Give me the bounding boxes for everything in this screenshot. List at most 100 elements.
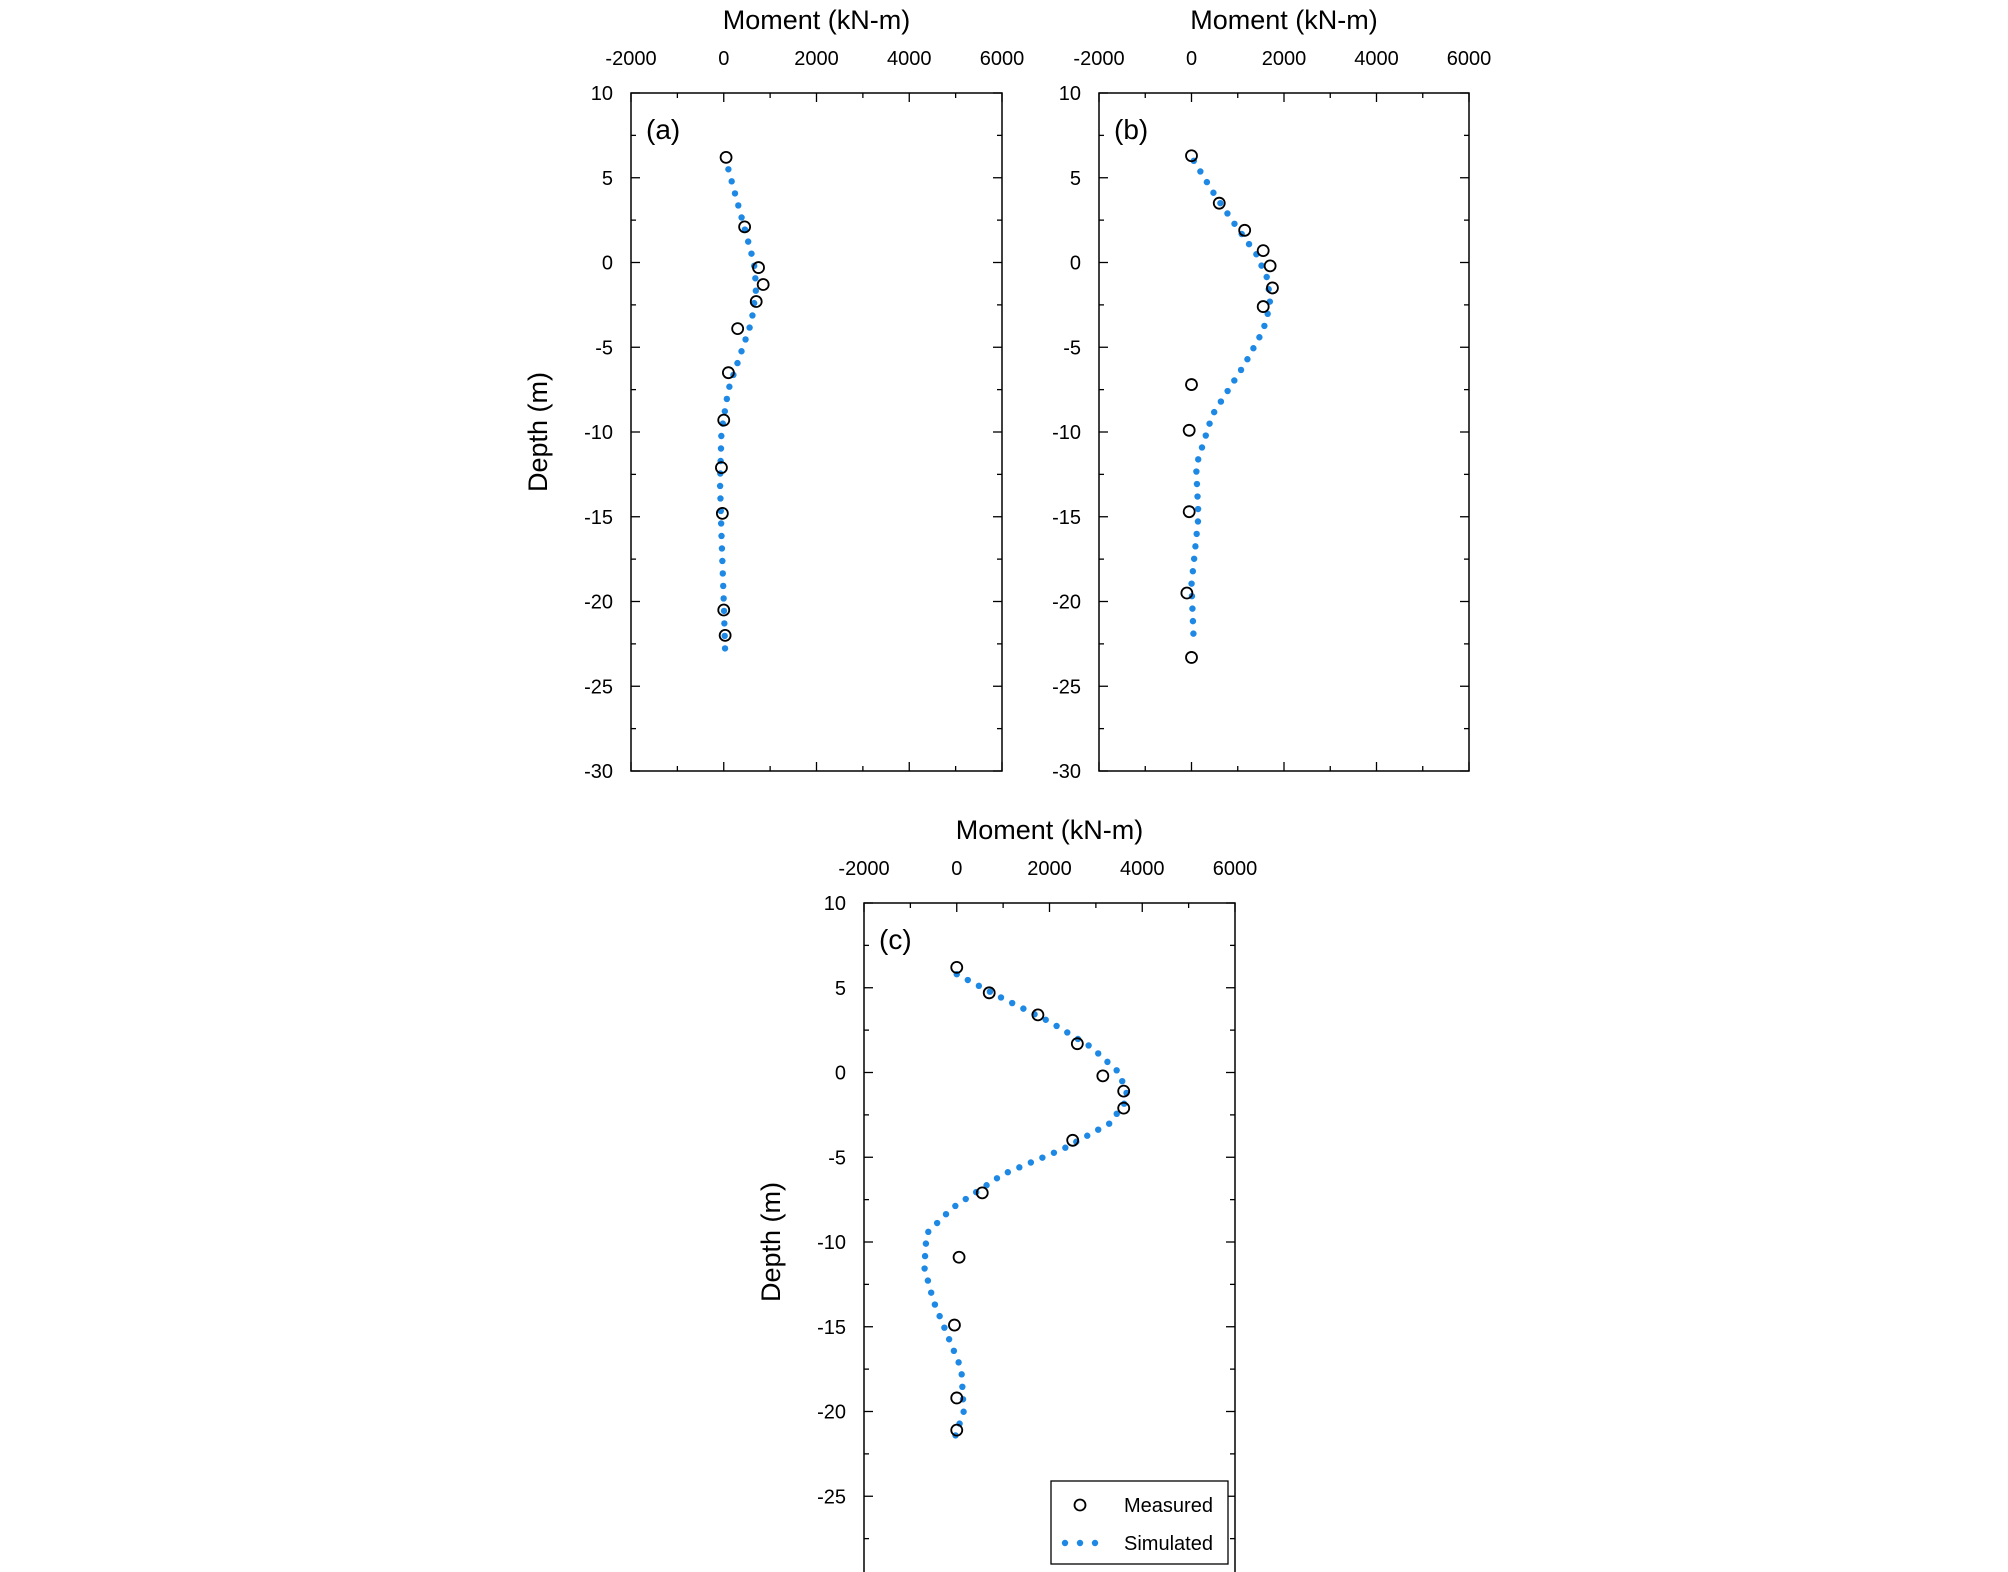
simulated-dot [941, 1324, 948, 1331]
simulated-dot [738, 348, 745, 355]
measured-point [950, 1423, 964, 1437]
simulated-dot [720, 607, 728, 615]
simulated-dot [960, 1408, 967, 1415]
measured-series [715, 151, 770, 642]
measured-point [1185, 651, 1198, 664]
x-tick-label: 4000 [1120, 858, 1165, 880]
x-tick-label: 4000 [1354, 48, 1399, 70]
measured-point [1212, 196, 1226, 210]
simulated-dot [752, 287, 760, 294]
simulated-dot [1256, 334, 1263, 341]
x-tick-label: 2000 [1262, 48, 1307, 70]
simulated-dot [1113, 1067, 1120, 1074]
simulated-dot [1194, 456, 1202, 463]
simulated-dot [921, 1252, 929, 1260]
simulated-dot [718, 432, 725, 440]
measured-point [749, 295, 763, 308]
simulated-dot [1039, 1154, 1046, 1161]
simulated-dot [1194, 505, 1202, 513]
simulated-dot [718, 545, 726, 552]
simulated-dot [959, 1383, 966, 1391]
simulated-dot [958, 1371, 965, 1378]
simulated-dot [1190, 630, 1197, 637]
measured-point [1117, 1101, 1131, 1115]
measured-point [950, 961, 964, 974]
simulated-dot [1008, 999, 1016, 1007]
measured-point [975, 1186, 989, 1200]
x-axis-title: Moment (kN-m) [1190, 5, 1378, 35]
x-tick-label: 6000 [980, 48, 1025, 70]
simulated-dot [933, 1219, 941, 1227]
x-tick-label: 6000 [1213, 858, 1258, 880]
y-axis-title: Depth (m) [756, 1182, 786, 1302]
simulated-dot [1193, 480, 1201, 488]
simulated-dot [1194, 518, 1202, 525]
simulated-dot [1104, 1058, 1111, 1066]
measured-point [1185, 378, 1198, 391]
simulated-dot [717, 495, 724, 502]
y-tick-label: -20 [1052, 592, 1081, 614]
plot-frame [1098, 92, 1470, 772]
y-tick-label: -10 [817, 1232, 846, 1254]
x-tick-label: 2000 [1027, 858, 1072, 880]
simulated-dot [1206, 420, 1213, 427]
simulated-dot [1095, 1050, 1102, 1057]
simulated-dot [1237, 366, 1245, 374]
legend-simulated-dot [1061, 1539, 1069, 1547]
panel-c: -200002000400060001050-5-10-15-20-25-30M… [756, 815, 1257, 1572]
measured-point [1256, 244, 1270, 258]
y-tick-label: -25 [584, 676, 613, 698]
y-tick-label: -10 [584, 422, 613, 444]
x-tick-label: 0 [951, 858, 962, 880]
simulated-dot [718, 532, 725, 540]
simulated-dot [1231, 220, 1238, 227]
simulated-dot [738, 214, 745, 221]
simulated-dot [720, 595, 727, 602]
simulated-dot [1224, 210, 1231, 217]
legend-box [1050, 1480, 1229, 1565]
simulated-dot [986, 988, 994, 995]
simulated-dot [1042, 1016, 1049, 1023]
y-tick-label: 0 [602, 253, 613, 275]
legend-simulated-dot [1076, 1539, 1084, 1547]
y-tick-label: 0 [1070, 253, 1081, 275]
simulated-dot [1202, 432, 1209, 439]
measured-point [1256, 300, 1270, 313]
simulated-dot [1194, 493, 1201, 500]
simulated-dot [1188, 580, 1195, 587]
simulated-dot [1197, 168, 1204, 175]
simulated-dot [720, 582, 727, 590]
simulated-dot [983, 1182, 990, 1189]
panel-label: (a) [646, 114, 680, 145]
measured-point [718, 629, 732, 642]
measured-point [719, 151, 733, 164]
simulated-dot [1189, 605, 1196, 612]
measured-point [717, 603, 731, 617]
simulated-dot [1203, 178, 1211, 186]
y-tick-label: -5 [828, 1147, 846, 1169]
y-tick-label: -5 [1063, 337, 1081, 359]
simulated-dot [721, 620, 728, 627]
measured-point [752, 261, 765, 274]
simulated-dot [721, 408, 729, 415]
simulated-dot [735, 202, 742, 209]
measured-point [1117, 1084, 1131, 1098]
simulated-dot [942, 1210, 950, 1218]
measured-point [948, 1318, 961, 1332]
simulated-dot [1244, 356, 1251, 363]
simulated-dot [719, 557, 726, 565]
simulated-dot [1016, 1164, 1023, 1171]
measured-series [1180, 149, 1279, 664]
x-axis-title: Moment (kN-m) [956, 815, 1144, 845]
x-tick-label: 0 [1186, 48, 1197, 70]
y-tick-label: 5 [1070, 168, 1081, 190]
simulated-dot [721, 632, 728, 640]
simulated-dot [1027, 1159, 1035, 1166]
simulated-dot [1050, 1149, 1058, 1156]
legend: Measured Simulated [1050, 1480, 1229, 1565]
simulated-dot [749, 312, 756, 319]
panel-label: (b) [1114, 114, 1148, 145]
simulated-dot [921, 1265, 928, 1272]
y-tick-label: -30 [584, 761, 613, 783]
simulated-dot [1224, 387, 1231, 395]
